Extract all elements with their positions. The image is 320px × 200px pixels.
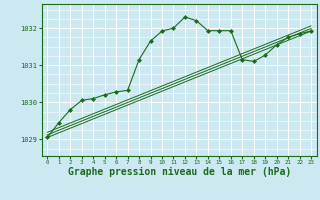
- X-axis label: Graphe pression niveau de la mer (hPa): Graphe pression niveau de la mer (hPa): [68, 167, 291, 177]
